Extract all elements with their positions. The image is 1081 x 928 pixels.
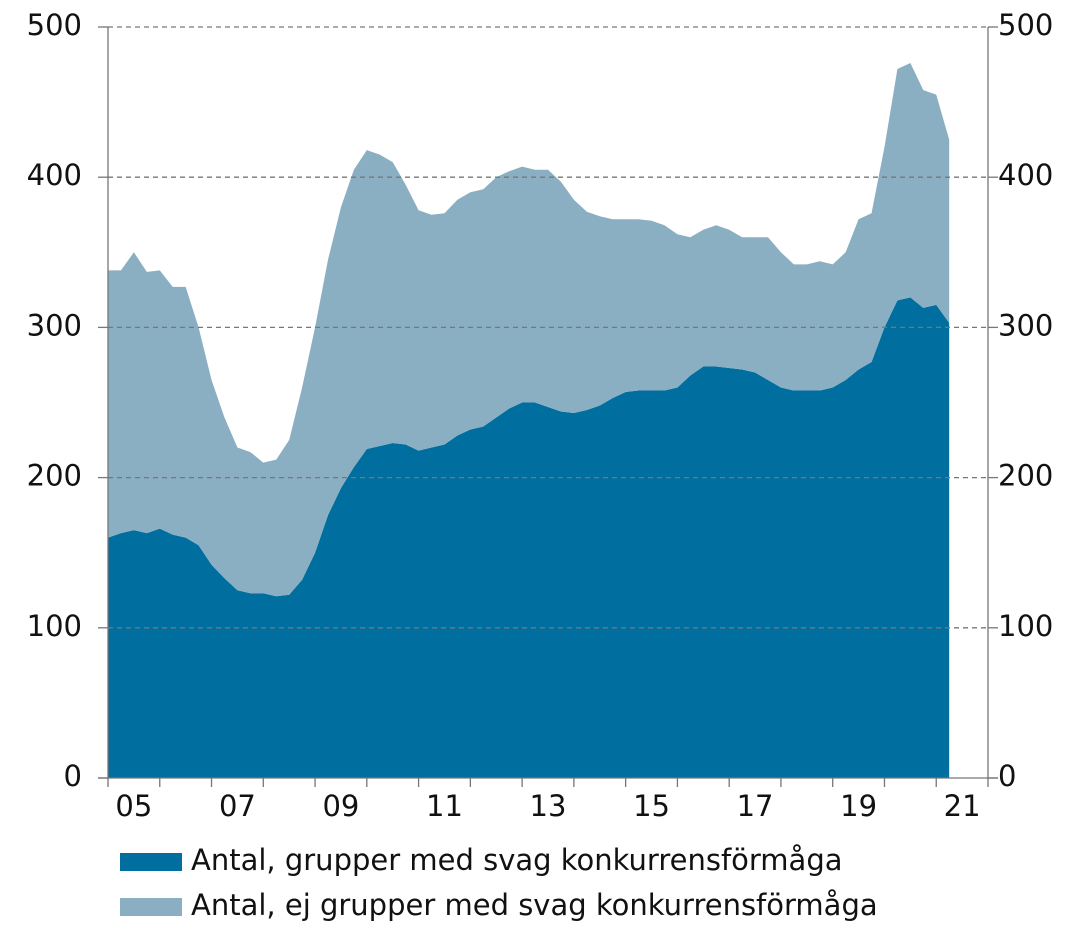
y2-tick-label: 400 (998, 158, 1053, 192)
x-tick-label: 11 (426, 789, 463, 823)
x-tick-label: 19 (840, 789, 877, 823)
legend-label: Antal, ej grupper med svag konkurrensför… (191, 888, 878, 922)
x-tick-label: 05 (115, 789, 152, 823)
y2-tick-label: 500 (998, 8, 1053, 42)
y-tick-label: 300 (27, 308, 82, 342)
x-tick-label: 07 (219, 789, 256, 823)
y-tick-label: 0 (64, 759, 82, 793)
y-tick-label: 100 (27, 609, 82, 643)
y2-tick-label: 200 (998, 459, 1053, 493)
y2-tick-label: 100 (998, 609, 1053, 643)
area (108, 63, 950, 597)
y-tick-label: 200 (27, 459, 82, 493)
y-tick-label: 400 (27, 158, 82, 192)
legend-swatch (120, 898, 182, 916)
x-tick-label: 13 (530, 789, 567, 823)
y2-tick-label: 0 (998, 759, 1016, 793)
area (108, 297, 950, 778)
x-tick-label: 21 (944, 789, 981, 823)
legend-label: Antal, grupper med svag konkurrensförmåg… (191, 843, 843, 877)
x-tick-label: 17 (737, 789, 774, 823)
y2-tick-label: 300 (998, 308, 1053, 342)
legend-swatch (120, 853, 182, 871)
x-tick-label: 09 (322, 789, 359, 823)
y-tick-label: 500 (27, 8, 82, 42)
x-tick-label: 15 (633, 789, 670, 823)
